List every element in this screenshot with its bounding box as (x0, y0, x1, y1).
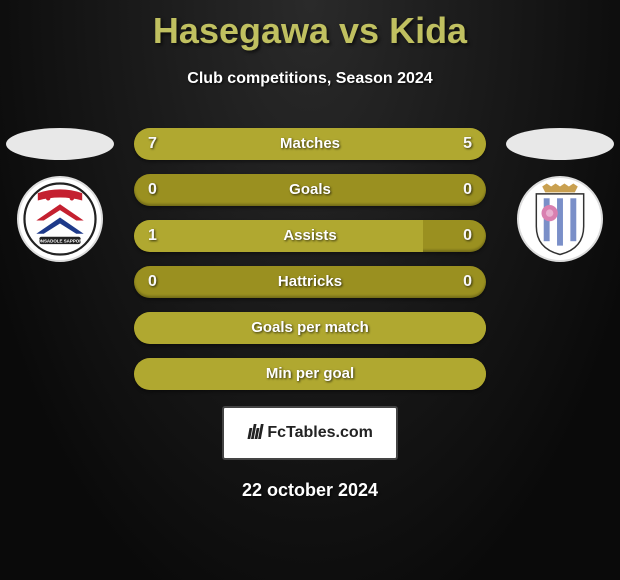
stat-bar-matches: Matches7 5 (134, 128, 486, 160)
player-left-column: CONSADOLE SAPPORO (0, 128, 120, 262)
bar-value-right: 5 (463, 128, 472, 160)
subtitle: Club competitions, Season 2024 (0, 70, 620, 88)
stat-bar-min-per-goal: Min per goal (134, 358, 486, 390)
fctables-chart-icon: ılıl (247, 422, 261, 445)
stat-bar-goals: Goals0 0 (134, 174, 486, 206)
stat-bar-assists: Assists1 0 (134, 220, 486, 252)
bar-label: Assists (134, 220, 486, 252)
date-label: 22 october 2024 (0, 480, 620, 501)
stat-bar-hattricks: Hattricks0 0 (134, 266, 486, 298)
bar-value-right: 0 (463, 266, 472, 298)
player-left-avatar (6, 128, 114, 160)
bar-value-left: 0 (148, 266, 157, 298)
bar-label: Goals (134, 174, 486, 206)
page-title: Hasegawa vs Kida (0, 0, 620, 52)
fctables-logo: ılıl FcTables.com (222, 406, 398, 460)
bar-label: Matches (134, 128, 486, 160)
bar-value-right: 0 (463, 174, 472, 206)
player-right-column (500, 128, 620, 262)
team-crest-left: CONSADOLE SAPPORO (17, 176, 103, 262)
cerezo-osaka-crest-icon (523, 182, 597, 256)
stat-bar-goals-per-match: Goals per match (134, 312, 486, 344)
bar-value-right: 0 (463, 220, 472, 252)
comparison-panel: CONSADOLE SAPPORO Matches75Goals00Assist… (0, 128, 620, 390)
bar-label: Goals per match (134, 312, 486, 344)
bar-value-left: 1 (148, 220, 157, 252)
bar-label: Hattricks (134, 266, 486, 298)
consadole-sapporo-crest-icon: CONSADOLE SAPPORO (23, 182, 97, 256)
player-right-avatar (506, 128, 614, 160)
fctables-text: FcTables.com (267, 424, 373, 442)
bar-label: Min per goal (134, 358, 486, 390)
svg-text:CONSADOLE SAPPORO: CONSADOLE SAPPORO (34, 239, 86, 244)
bar-value-left: 7 (148, 128, 157, 160)
bar-value-left: 0 (148, 174, 157, 206)
team-crest-right (517, 176, 603, 262)
stat-bars: Matches75Goals00Assists10Hattricks00Goal… (134, 128, 486, 390)
